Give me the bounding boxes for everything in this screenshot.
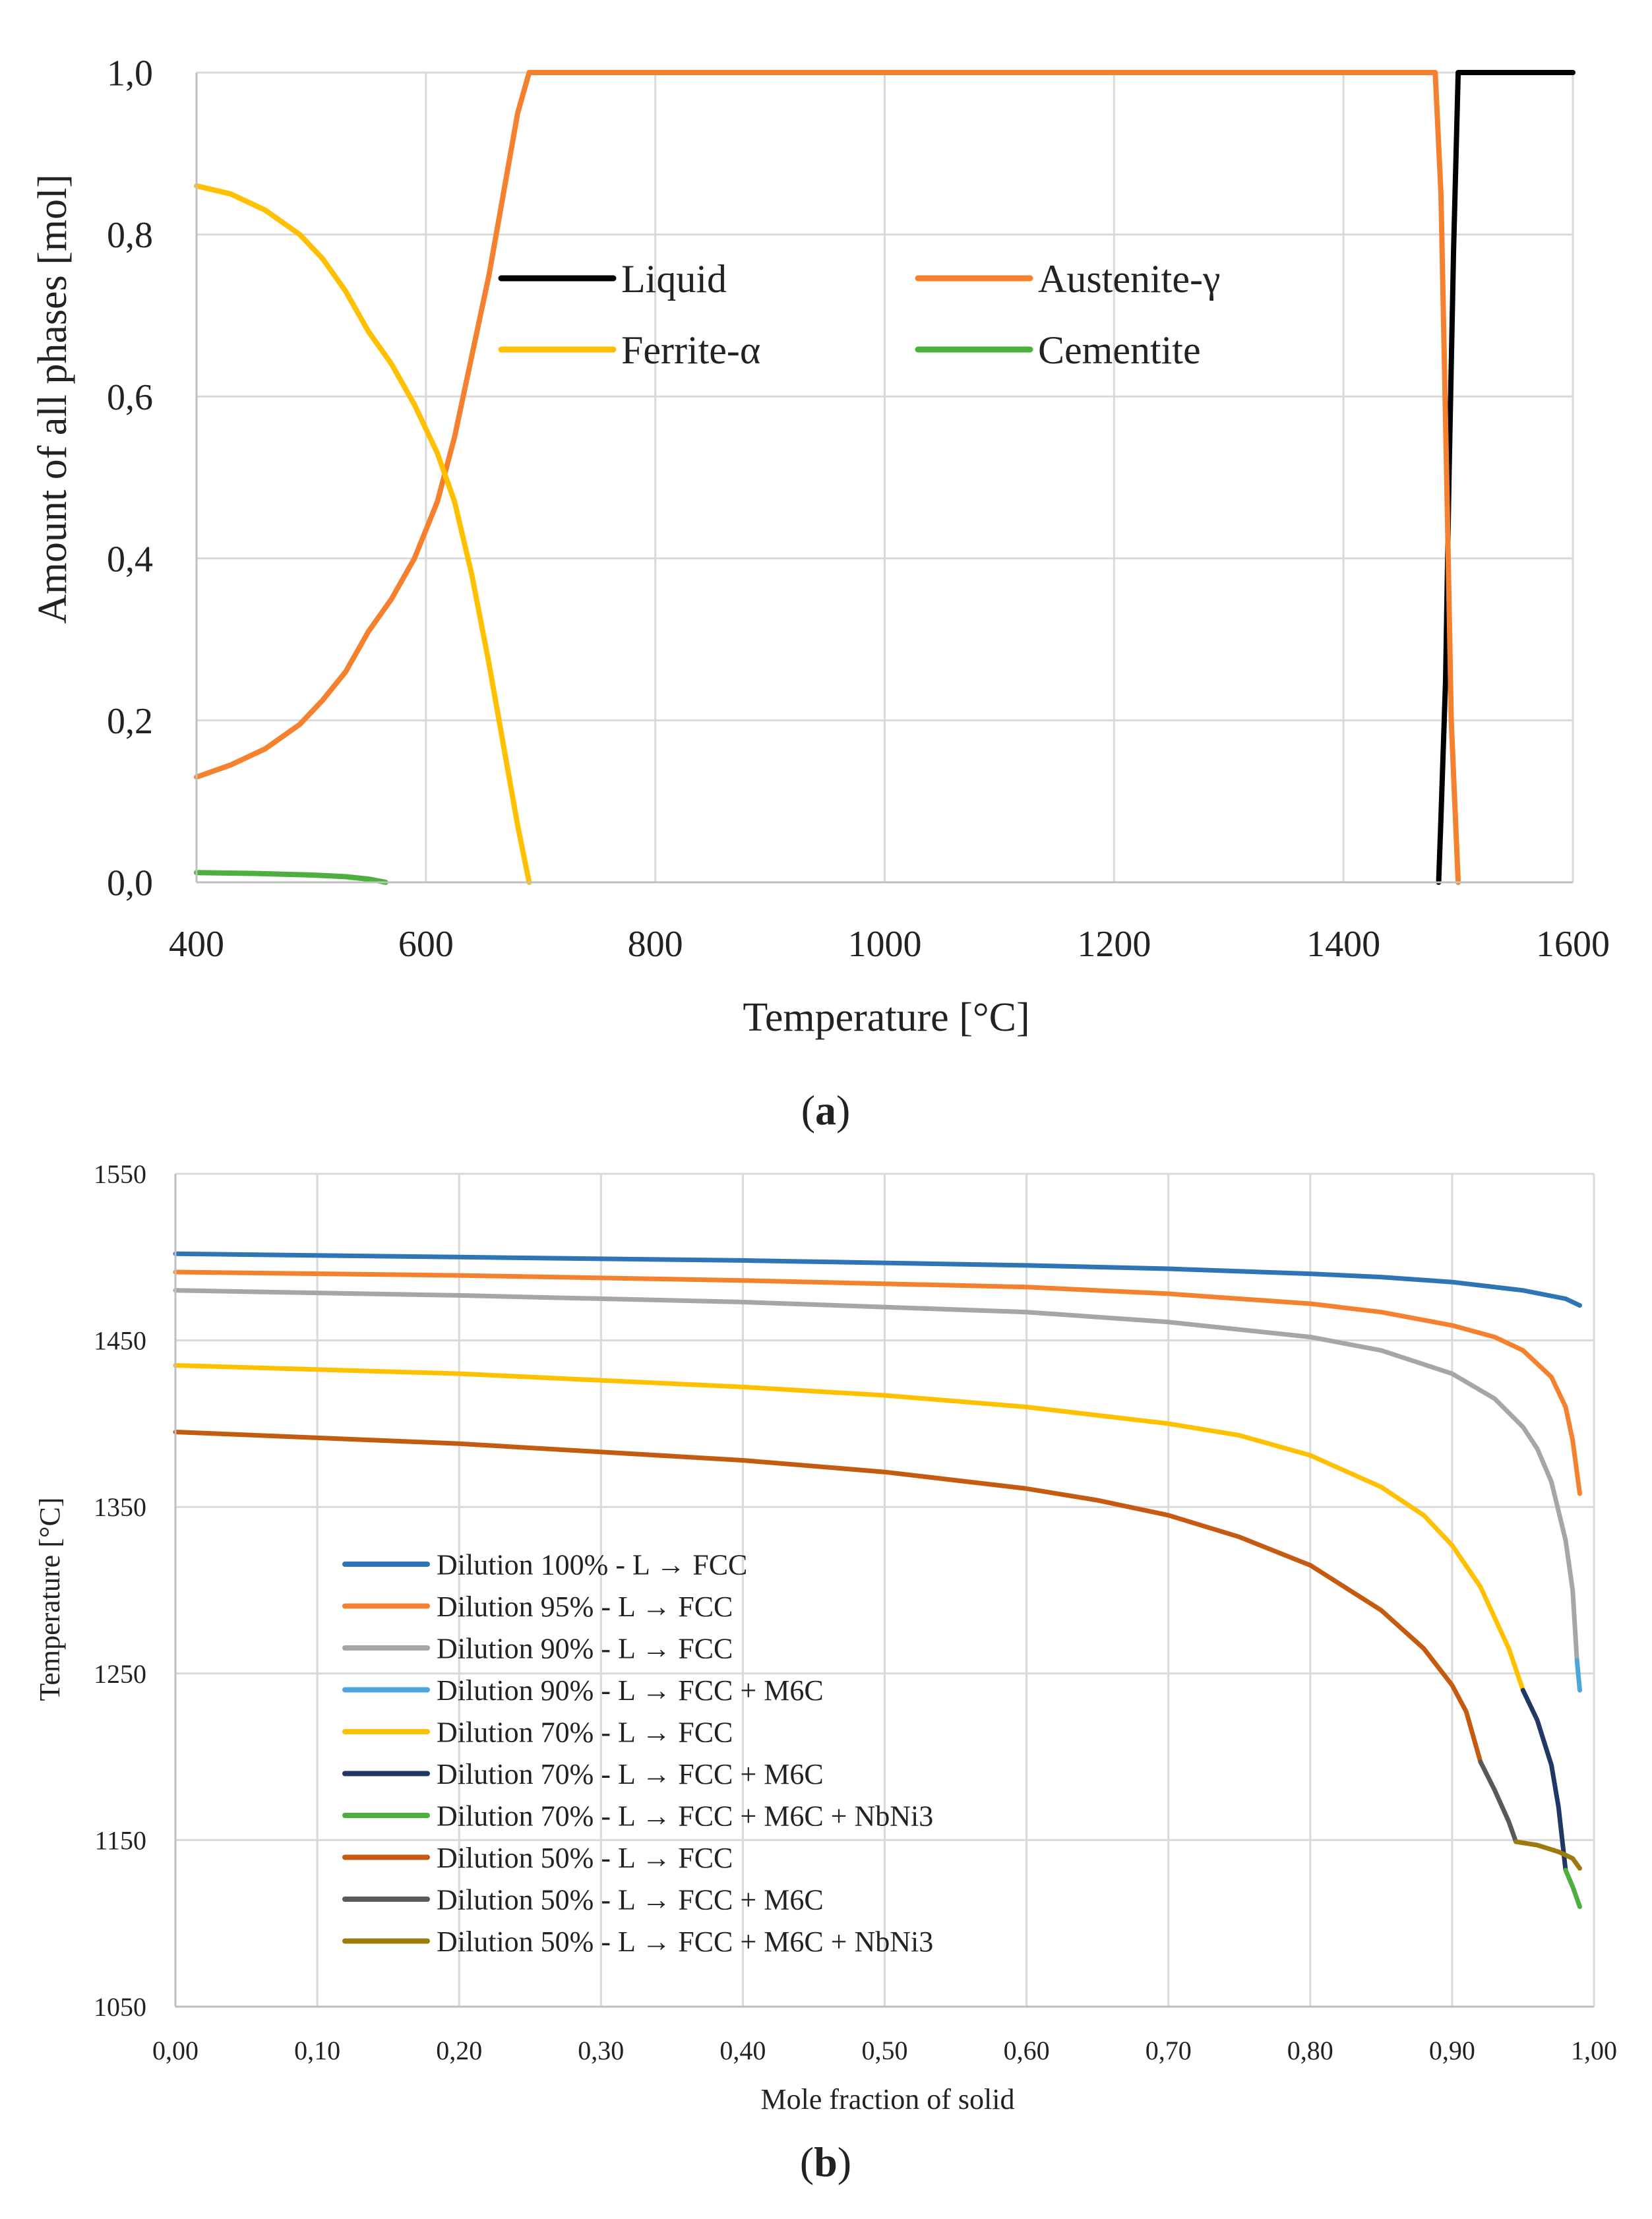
chart-b-caption-close: ) (838, 2139, 851, 2185)
chart-a-caption-close: ) (836, 1087, 850, 1134)
chart-b-x-axis-label: Mole fraction of solid (761, 2083, 1015, 2115)
chart-b-y-tick-label: 1450 (94, 1326, 146, 1356)
legend-label: Dilution 95% - L → FCC (437, 1591, 733, 1623)
chart-a-x-tick-label: 1400 (1306, 924, 1380, 965)
legend-entry: Dilution 100% - L → FCC (342, 1548, 747, 1581)
series-line-dilution-70-l-fcc (173, 1363, 1525, 1693)
chart-b-y-axis-label: Temperature [°C] (34, 1498, 66, 1701)
series-line-austenite (194, 70, 1461, 885)
chart-a-caption: (a) (801, 1087, 851, 1134)
chart-a-tick-labels: 400 600 800 1000 1200 1400 1600 0,0 0,2 0,4 0,6 0,8… (107, 53, 1610, 965)
legend-entry: Dilution 90% - L → FCC + M6C (342, 1674, 824, 1707)
chart-b-x-tick-label: 1,00 (1571, 2036, 1617, 2065)
chart-b-caption-open: ( (800, 2139, 814, 2185)
chart-a-y-tick-label: 0,8 (107, 215, 153, 256)
chart-b-y-tick-label: 1050 (94, 1992, 146, 2022)
chart-a-y-axis-label: Amount of all phases [mol] (30, 174, 75, 624)
chart-a-x-tick-label: 600 (398, 924, 454, 965)
chart-a-axes (195, 73, 1573, 884)
chart-panel-b: 0,00 0,10 0,20 0,30 0,40 0,50 0,60 0,70 0,80 0,90… (34, 1159, 1617, 2185)
legend-label: Dilution 100% - L → FCC (437, 1548, 747, 1581)
legend-entry: Dilution 50% - L → FCC + M6C (342, 1883, 824, 1916)
legend-entry: Cementite (915, 328, 1201, 372)
chart-b-x-tick-label: 0,20 (436, 2036, 482, 2065)
series-line-ferrite (194, 183, 532, 885)
series-line-dilution-70-l-fcc-m6c (1520, 1687, 1568, 1873)
chart-a-caption-letter: a (815, 1087, 836, 1134)
series-line-dilution-100-l-fcc (173, 1251, 1582, 1308)
chart-b-series (173, 1251, 1582, 1909)
series-line-dilution-95-l-fcc (173, 1269, 1582, 1496)
chart-b-x-tick-label: 0,80 (1287, 2036, 1333, 2065)
chart-b-x-tick-label: 0,50 (862, 2036, 908, 2065)
legend-entry: Dilution 70% - L → FCC + M6C (342, 1758, 824, 1790)
legend-label: Dilution 50% - L → FCC + M6C + NbNi3 (437, 1926, 933, 1958)
chart-b-caption-letter: b (814, 2139, 838, 2185)
legend-label: Dilution 70% - L → FCC + M6C + NbNi3 (437, 1800, 933, 1832)
chart-a-x-tick-label: 400 (169, 924, 224, 965)
legend-label: Cementite (1038, 328, 1201, 372)
legend-entry: Dilution 50% - L → FCC + M6C + NbNi3 (342, 1926, 933, 1958)
chart-b-gridlines (175, 1172, 1595, 2007)
chart-a-x-axis-label: Temperature [°C] (743, 995, 1029, 1040)
chart-b-y-tick-label: 1550 (94, 1159, 146, 1189)
chart-b-x-tick-label: 0,00 (152, 2036, 199, 2065)
legend-label: Ferrite-α (621, 328, 760, 372)
legend-label: Austenite-γ (1038, 257, 1220, 301)
legend-entry: Dilution 95% - L → FCC (342, 1591, 733, 1623)
chart-panel-a: 400 600 800 1000 1200 1400 1600 0,0 0,2 0,4 0,6 0,8… (30, 53, 1610, 1134)
chart-b-x-tick-label: 0,30 (578, 2036, 624, 2065)
chart-b-caption: (b) (800, 2139, 851, 2185)
chart-a-series (194, 70, 1576, 885)
legend-entry: Ferrite-α (498, 328, 760, 372)
legend-label: Dilution 50% - L → FCC (437, 1842, 733, 1874)
chart-b-x-tick-label: 0,60 (1004, 2036, 1050, 2065)
chart-a-legend: Liquid Austenite-γ Ferrite-α Cementite (498, 257, 1220, 372)
chart-b-tick-labels: 0,00 0,10 0,20 0,30 0,40 0,50 0,60 0,70 0,80 0,90… (94, 1159, 1617, 2065)
chart-a-gridlines (197, 71, 1574, 882)
legend-entry: Liquid (498, 257, 727, 301)
chart-b-legend: Dilution 100% - L → FCC Dilution 95% - L … (342, 1548, 933, 1958)
legend-label: Dilution 50% - L → FCC + M6C (437, 1883, 824, 1916)
chart-a-caption-open: ( (801, 1087, 815, 1134)
chart-a-y-tick-label: 0,0 (107, 863, 153, 904)
chart-a-y-tick-label: 0,2 (107, 701, 153, 742)
chart-a-x-tick-label: 1600 (1536, 924, 1610, 965)
chart-b-x-tick-label: 0,10 (294, 2036, 340, 2065)
legend-label: Liquid (621, 257, 727, 301)
legend-label: Dilution 70% - L → FCC + M6C (437, 1758, 824, 1790)
series-line-liquid (1436, 70, 1576, 885)
series-line-dilution-50-l-fcc-m6c (1478, 1759, 1519, 1844)
chart-a-x-tick-label: 1000 (848, 924, 922, 965)
series-line-dilution-70-l-fcc-m6c-nbni3 (1563, 1868, 1582, 1909)
chart-b-y-tick-label: 1250 (94, 1659, 146, 1689)
chart-b-axes (174, 1174, 1594, 2008)
series-line-dilution-90-l-fcc (173, 1288, 1579, 1663)
chart-a-x-tick-label: 800 (628, 924, 683, 965)
series-line-dilution-50-l-fcc (173, 1430, 1483, 1765)
chart-a-y-tick-label: 0,4 (107, 539, 153, 580)
legend-entry: Dilution 90% - L → FCC (342, 1632, 733, 1664)
chart-b-y-tick-label: 1150 (94, 1825, 146, 1855)
legend-label: Dilution 90% - L → FCC (437, 1632, 733, 1664)
legend-label: Dilution 90% - L → FCC + M6C (437, 1674, 824, 1707)
legend-label: Dilution 70% - L → FCC (437, 1716, 733, 1748)
chart-a-x-tick-label: 1200 (1077, 924, 1151, 965)
legend-entry: Dilution 70% - L → FCC + M6C + NbNi3 (342, 1800, 933, 1832)
chart-a-y-tick-label: 0,6 (107, 377, 153, 418)
chart-b-x-tick-label: 0,90 (1429, 2036, 1475, 2065)
chart-a-y-tick-label: 1,0 (107, 53, 153, 94)
series-line-cementite (194, 870, 388, 885)
series-line-dilution-50-l-fcc-m6c-nbni3 (1514, 1839, 1582, 1871)
chart-b-x-tick-label: 0,70 (1146, 2036, 1192, 2065)
series-line-dilution-90-l-fcc-m6c (1574, 1658, 1582, 1693)
legend-entry: Dilution 70% - L → FCC (342, 1716, 733, 1748)
legend-entry: Dilution 50% - L → FCC (342, 1842, 733, 1874)
chart-b-y-tick-label: 1350 (94, 1492, 146, 1522)
legend-entry: Austenite-γ (915, 257, 1220, 301)
chart-b-x-tick-label: 0,40 (719, 2036, 766, 2065)
